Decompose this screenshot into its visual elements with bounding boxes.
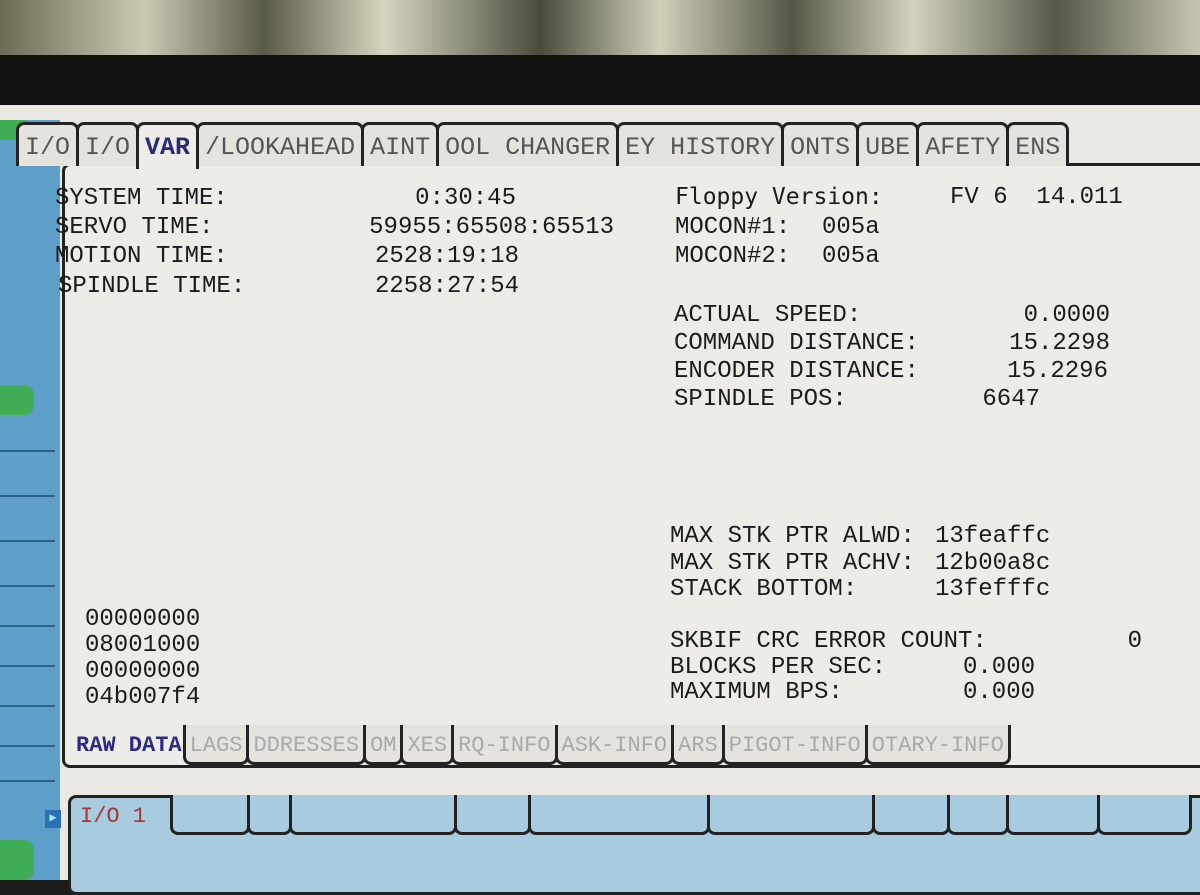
monitor-bezel — [0, 55, 1200, 107]
expand-arrow-icon[interactable]: ▶ — [45, 810, 61, 828]
spindle-time-label: SPINDLE TIME: — [58, 273, 246, 300]
spindle-time-value: 2258:27:54 — [374, 273, 519, 300]
tab-axes[interactable]: XES — [400, 725, 455, 765]
motion-time-label: MOTION TIME: — [55, 243, 228, 270]
servo-time-value: 59955:65508:65513 — [369, 214, 614, 241]
lower-tab[interactable] — [289, 795, 457, 835]
tab-tool-changer[interactable]: OOL CHANGER — [436, 122, 620, 166]
command-distance-value: 15.2298 — [1009, 330, 1110, 357]
tab-io[interactable]: I/O — [16, 122, 80, 166]
tab-vars[interactable]: ARS — [671, 725, 725, 765]
top-tab-bar: I/O I/O VAR /LOOKAHEAD AINT OOL CHANGER … — [16, 122, 1070, 169]
tab-irq-info[interactable]: RQ-INFO — [451, 725, 558, 765]
tab-io-2[interactable]: I/O — [76, 122, 140, 166]
tab-spigot-info[interactable]: PIGOT-INFO — [721, 725, 868, 765]
tab-task-info[interactable]: ASK-INFO — [554, 725, 675, 765]
tab-flags[interactable]: LAGS — [182, 725, 250, 765]
raw-value: 00000000 — [85, 606, 201, 633]
system-time-value: 0:30:45 — [415, 185, 516, 212]
maximum-bps-label: MAXIMUM BPS: — [670, 679, 843, 706]
raw-value: 04b007f4 — [85, 684, 201, 711]
lower-tab[interactable] — [454, 795, 531, 835]
spindle-pos-label: SPINDLE POS: — [674, 386, 847, 413]
lower-tab[interactable] — [170, 795, 250, 835]
skbif-crc-value: 0 — [1127, 628, 1142, 655]
lower-tab[interactable] — [1097, 795, 1192, 835]
blocks-per-sec-label: BLOCKS PER SEC: — [670, 654, 887, 681]
max-stk-ptr-alwd-value: 13feaffc — [935, 523, 1051, 550]
tab-raw-data[interactable]: RAW DATA — [66, 725, 186, 765]
tab-key-history[interactable]: EY HISTORY — [616, 122, 785, 166]
lower-tab[interactable] — [1006, 795, 1100, 835]
maximum-bps-value: 0.000 — [962, 679, 1035, 706]
tab-safety[interactable]: AFETY — [916, 122, 1010, 166]
motion-time-value: 2528:19:18 — [374, 243, 519, 270]
tab-var[interactable]: VAR — [136, 122, 200, 169]
lower-tab[interactable] — [872, 795, 950, 835]
tab-addresses[interactable]: DDRESSES — [246, 725, 367, 765]
floppy-version-value: FV 6 14.011 — [950, 184, 1123, 211]
lower-tab[interactable] — [247, 795, 292, 835]
mocon1-label: MOCON#1: — [675, 214, 791, 241]
lower-tab-io1[interactable]: I/O 1 — [80, 804, 147, 829]
lower-tab[interactable] — [707, 795, 875, 835]
max-stk-ptr-alwd-label: MAX STK PTR ALWD: — [670, 523, 915, 550]
encoder-distance-value: 15.2296 — [1007, 358, 1108, 385]
stack-bottom-value: 13fefffc — [935, 576, 1051, 603]
max-stk-ptr-achv-value: 12b00a8c — [935, 550, 1051, 577]
lower-tab[interactable] — [528, 795, 710, 835]
actual-speed-value: 0.0000 — [1023, 302, 1110, 329]
spindle-pos-value: 6647 — [982, 386, 1040, 413]
servo-time-label: SERVO TIME: — [55, 214, 214, 241]
mocon2-label: MOCON#2: — [675, 243, 791, 270]
sidebar — [0, 120, 60, 880]
bottom-tab-bar: RAW DATA LAGS DDRESSES OM XES RQ-INFO AS… — [66, 725, 1011, 767]
command-distance-label: COMMAND DISTANCE: — [674, 330, 919, 357]
skbif-crc-label: SKBIF CRC ERROR COUNT: — [670, 628, 987, 655]
tab-rotary-info[interactable]: OTARY-INFO — [864, 725, 1011, 765]
lower-tab-bar — [170, 795, 1192, 835]
background-photo — [0, 0, 1200, 55]
raw-value: 08001000 — [85, 632, 201, 659]
system-time-label: SYSTEM TIME: — [55, 185, 228, 212]
tab-lube[interactable]: UBE — [856, 122, 920, 166]
mocon1-value: 005a — [822, 214, 880, 241]
mocon2-value: 005a — [822, 243, 880, 270]
stack-bottom-label: STACK BOTTOM: — [670, 576, 858, 603]
blocks-per-sec-value: 0.000 — [962, 654, 1035, 681]
floppy-version-label: Floppy Version: — [675, 184, 883, 210]
tab-lookahead[interactable]: /LOOKAHEAD — [196, 122, 365, 166]
tab-sensors[interactable]: ENS — [1006, 122, 1070, 166]
lower-tab[interactable] — [947, 795, 1009, 835]
actual-speed-label: ACTUAL SPEED: — [674, 302, 862, 329]
tab-counts[interactable]: ONTS — [781, 122, 860, 166]
raw-value: 00000000 — [85, 658, 201, 685]
tab-maint[interactable]: AINT — [361, 122, 440, 166]
var-panel — [62, 163, 1200, 768]
tab-com[interactable]: OM — [363, 725, 404, 765]
encoder-distance-label: ENCODER DISTANCE: — [674, 358, 919, 385]
max-stk-ptr-achv-label: MAX STK PTR ACHV: — [670, 550, 915, 577]
